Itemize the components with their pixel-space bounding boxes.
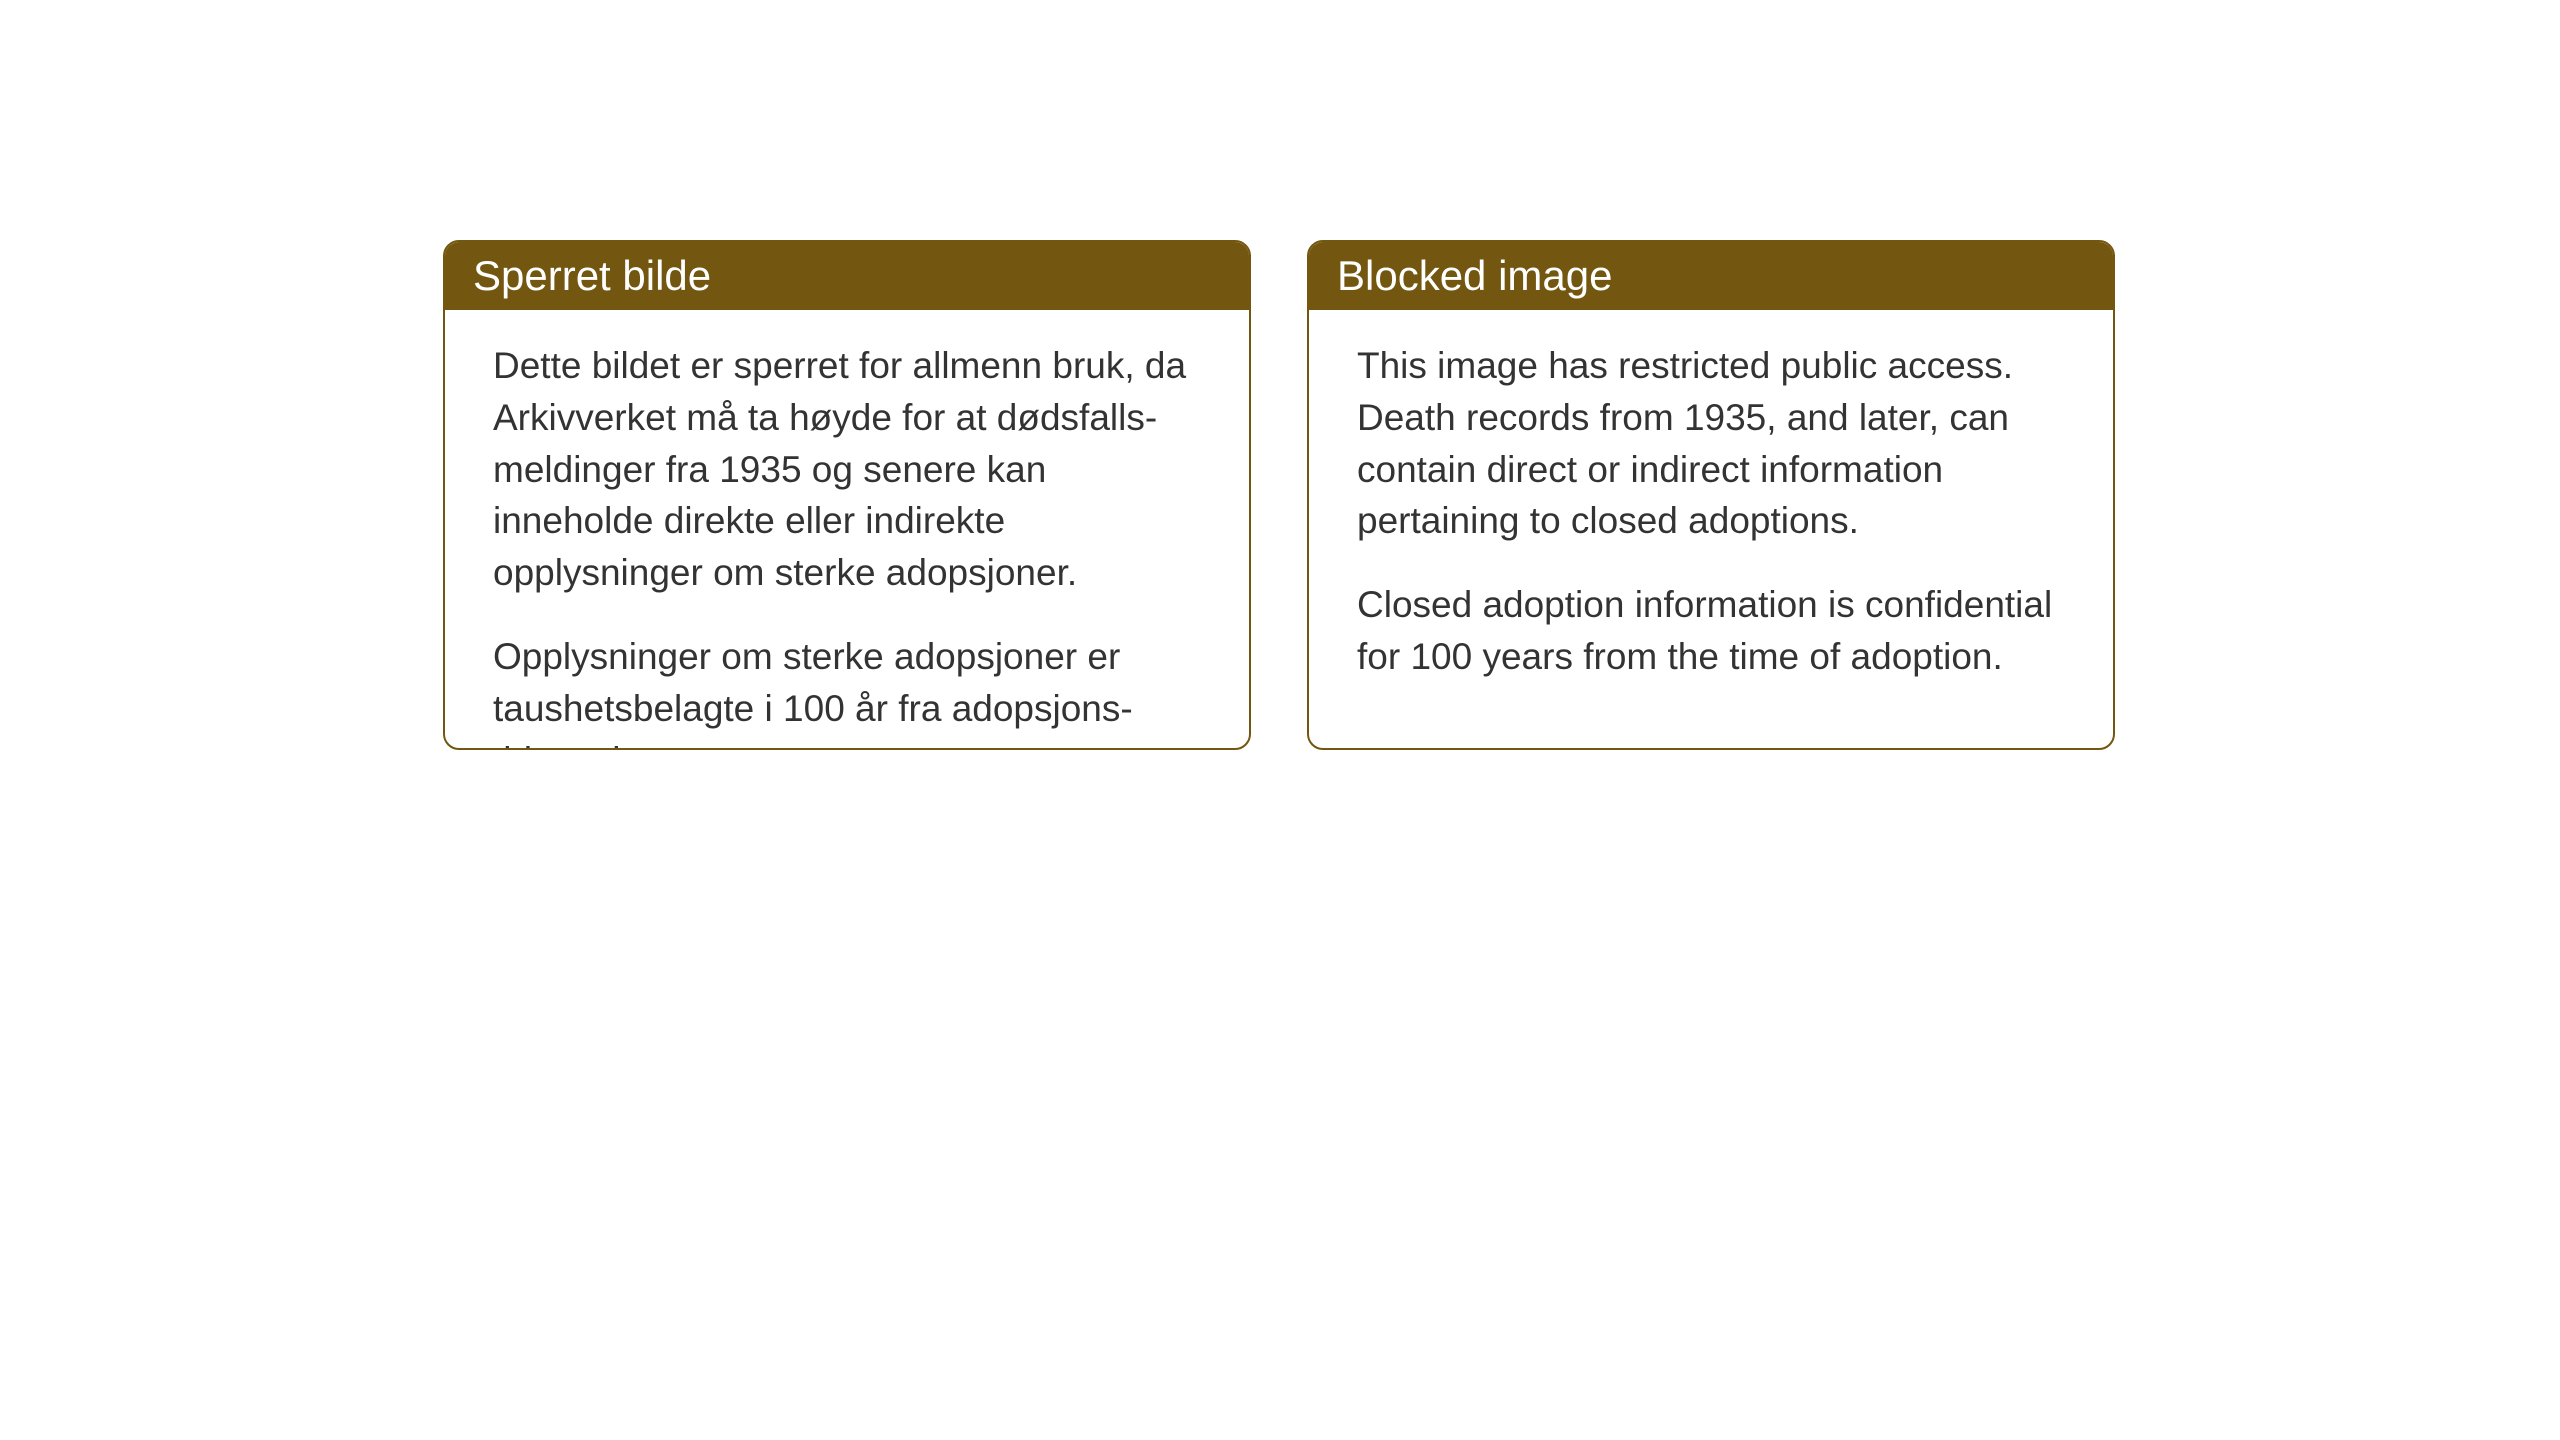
notice-title-norwegian: Sperret bilde	[473, 252, 711, 299]
notice-title-english: Blocked image	[1337, 252, 1612, 299]
notice-body-norwegian: Dette bildet er sperret for allmenn bruk…	[445, 310, 1249, 750]
notice-paragraph-2-norwegian: Opplysninger om sterke adopsjoner er tau…	[493, 631, 1201, 750]
notice-header-english: Blocked image	[1309, 242, 2113, 310]
notice-box-norwegian: Sperret bilde Dette bildet er sperret fo…	[443, 240, 1251, 750]
notice-paragraph-2-english: Closed adoption information is confident…	[1357, 579, 2065, 683]
notice-container: Sperret bilde Dette bildet er sperret fo…	[443, 240, 2115, 750]
notice-header-norwegian: Sperret bilde	[445, 242, 1249, 310]
notice-paragraph-1-norwegian: Dette bildet er sperret for allmenn bruk…	[493, 340, 1201, 599]
notice-paragraph-1-english: This image has restricted public access.…	[1357, 340, 2065, 547]
notice-box-english: Blocked image This image has restricted …	[1307, 240, 2115, 750]
notice-body-english: This image has restricted public access.…	[1309, 310, 2113, 713]
